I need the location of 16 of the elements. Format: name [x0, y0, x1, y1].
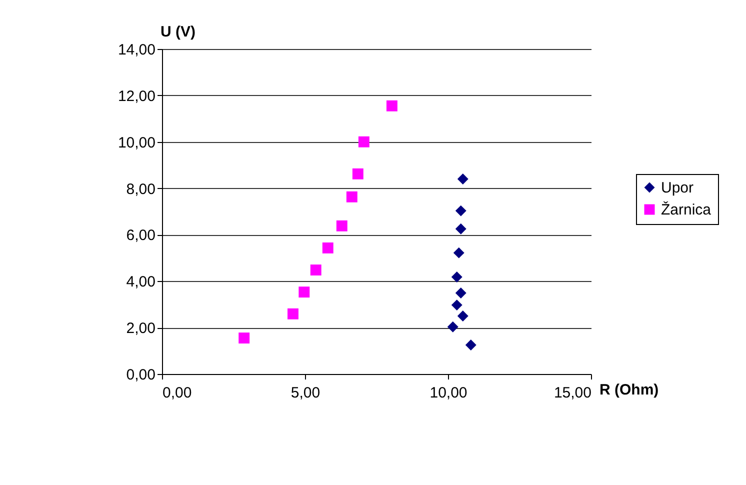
y-tick-label: 0,00 [126, 366, 156, 384]
x-tick-label: 10,00 [430, 384, 468, 402]
y-tick-label: 14,00 [118, 42, 156, 58]
y-tick-label: 10,00 [118, 134, 156, 152]
y-tick-label: 4,00 [126, 274, 156, 291]
y-tick-label: 8,00 [126, 180, 156, 198]
x-tick-label: 5,00 [290, 384, 320, 402]
x-tick-label: 0,00 [162, 384, 192, 402]
y-tick-label: 2,00 [126, 320, 156, 338]
x-axis-title: R (Ohm) [600, 382, 659, 398]
x-tick-label: 15,00 [554, 384, 592, 402]
y-tick-label: 12,00 [118, 88, 156, 105]
legend-label: Upor [661, 180, 694, 196]
y-axis-title: U (V) [160, 24, 196, 40]
legend-label: Žarnica [661, 200, 712, 218]
y-tick-label: 6,00 [126, 227, 156, 244]
